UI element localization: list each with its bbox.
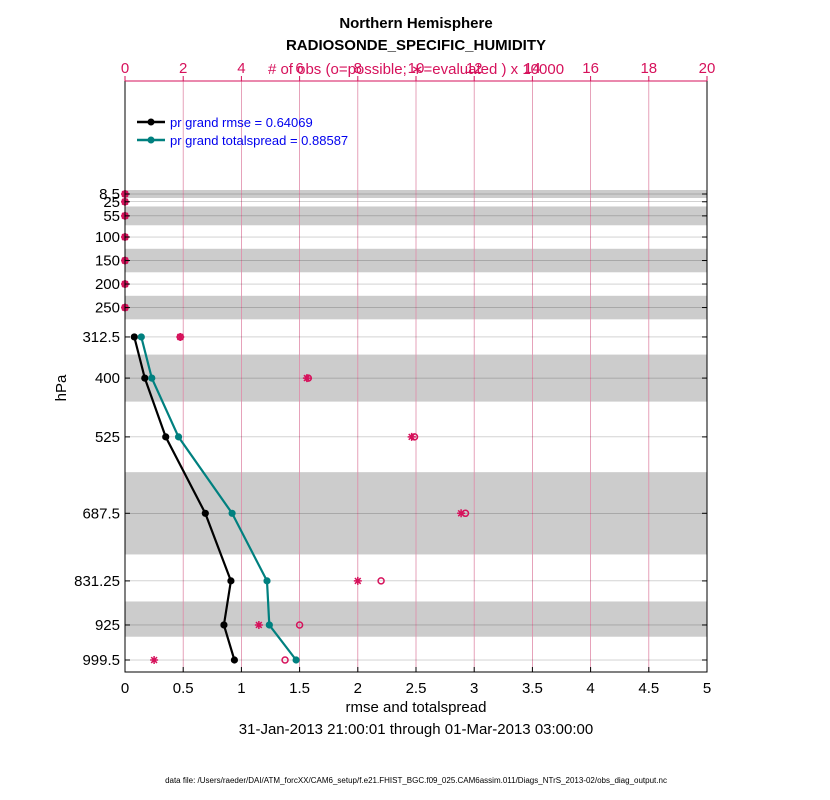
x-axis-tick-label: 0 xyxy=(121,680,129,697)
top-axis-tick-label: 18 xyxy=(640,60,657,77)
y-axis-tick-label: 250 xyxy=(95,300,120,317)
obs-evaluated-marker xyxy=(150,656,159,665)
obs-evaluated-marker xyxy=(302,374,311,383)
y-axis-tick-label: 999.5 xyxy=(82,652,120,669)
totalspread-point xyxy=(265,621,273,629)
totalspread-point xyxy=(263,577,271,585)
rmse-point xyxy=(141,374,149,382)
top-axis-tick-label: 20 xyxy=(699,60,716,77)
chart-subtitle: RADIOSONDE_SPECIFIC_HUMIDITY xyxy=(286,37,546,54)
y-axis-tick-label: 925 xyxy=(95,617,120,634)
y-axis-tick-label: 25 xyxy=(103,194,120,211)
y-axis-tick-label: 687.5 xyxy=(82,505,120,522)
x-axis-tick-label: 4 xyxy=(586,680,594,697)
x-axis-label: rmse and totalspread xyxy=(346,699,487,716)
data-file-footnote: data file: /Users/raeder/DAI/ATM_forcXX/… xyxy=(165,776,667,785)
x-axis-tick-label: 1.5 xyxy=(289,680,310,697)
y-axis-tick-label: 200 xyxy=(95,276,120,293)
rmse-point xyxy=(162,433,170,441)
obs-evaluated-marker xyxy=(457,509,466,518)
y-axis-tick-label: 100 xyxy=(95,229,120,246)
legend-label-rmse: pr grand rmse = 0.64069 xyxy=(170,115,313,130)
top-axis-tick-label: 12 xyxy=(466,60,483,77)
legend-marker-rmse xyxy=(147,118,155,126)
x-axis-tick-label: 0.5 xyxy=(173,680,194,697)
totalspread-point xyxy=(148,374,156,382)
y-axis-tick-label: 312.5 xyxy=(82,329,120,346)
obs-evaluated-marker xyxy=(254,620,263,629)
x-axis-tick-label: 2 xyxy=(354,680,362,697)
totalspread-point xyxy=(137,333,145,341)
y-axis-label: hPa xyxy=(53,374,70,401)
y-axis-tick-label: 8.5 xyxy=(99,186,120,203)
obs-possible-marker xyxy=(377,577,385,585)
top-axis-tick-label: 16 xyxy=(582,60,599,77)
legend: pr grand rmse = 0.64069 pr grand totalsp… xyxy=(137,115,348,148)
y-axis-tick-label: 400 xyxy=(95,370,120,387)
legend-label-totalspread: pr grand totalspread = 0.88587 xyxy=(170,133,348,148)
top-axis-label: # of obs (o=possible; ∗=evaluated ) x 10… xyxy=(268,61,564,78)
rmse-point xyxy=(201,509,209,517)
obs-evaluated-marker xyxy=(353,576,362,585)
x-axis-tick-label: 5 xyxy=(703,680,711,697)
y-axis-tick-label: 831.25 xyxy=(74,573,120,590)
y-axis-tick-label: 525 xyxy=(95,429,120,446)
totalspread-point xyxy=(174,433,183,441)
obs-possible-marker xyxy=(295,621,304,629)
top-axis-tick-label: 4 xyxy=(237,60,245,77)
totalspread-point xyxy=(292,656,300,664)
rmse-point xyxy=(220,621,228,629)
y-axis-tick-label: 150 xyxy=(95,253,120,270)
totalspread-point xyxy=(228,509,236,517)
axis-ticks: 0 2 4 6 8 10 12 14 16 18 200 0.5 1 1.5 2 2.5 3 3.5 4 4.5 58.… xyxy=(74,60,715,697)
rmse-point xyxy=(130,333,138,341)
date-range: 31-Jan-2013 21:00:01 through 01-Mar-2013… xyxy=(239,721,593,738)
rmse-point xyxy=(230,656,239,664)
gridlines xyxy=(125,81,707,672)
x-axis-tick-label: 4.5 xyxy=(638,680,659,697)
legend-marker-totalspread xyxy=(147,136,155,144)
top-axis-tick-label: 2 xyxy=(179,60,187,77)
top-axis-tick-label: 14 xyxy=(524,60,541,77)
top-axis-tick-label: 10 xyxy=(408,60,425,77)
x-axis-tick-label: 3 xyxy=(470,680,478,697)
x-axis-tick-label: 1 xyxy=(237,680,245,697)
rmse-point xyxy=(227,577,235,585)
obs-possible-marker xyxy=(281,656,289,664)
obs-evaluated-marker xyxy=(407,432,416,441)
top-axis-tick-label: 0 xyxy=(121,60,129,77)
x-axis-tick-label: 2.5 xyxy=(406,680,427,697)
obs-evaluated-marker xyxy=(176,332,185,341)
top-axis-tick-label: 6 xyxy=(295,60,303,77)
x-axis-tick-label: 3.5 xyxy=(522,680,543,697)
top-axis-tick-label: 8 xyxy=(354,60,362,77)
y-axis-tick-label: 55 xyxy=(103,208,120,225)
chart-title: Northern Hemisphere xyxy=(339,15,492,32)
